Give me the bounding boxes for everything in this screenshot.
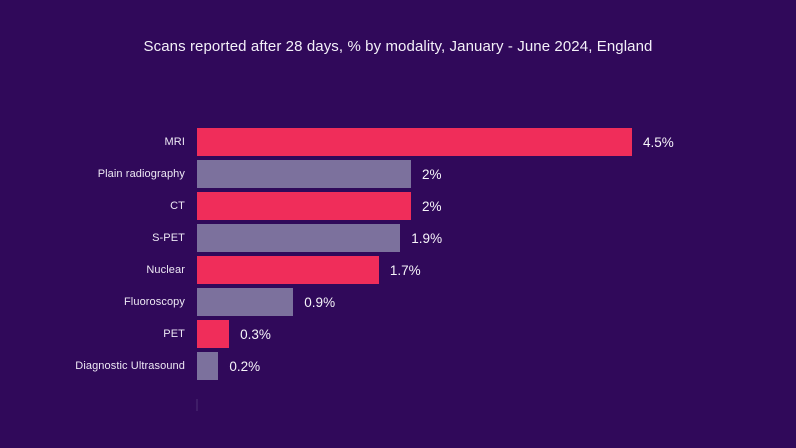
category-label: PET — [163, 328, 185, 340]
bar-track: 1.7% — [197, 256, 796, 284]
bar-track: 0.9% — [197, 288, 796, 316]
value-label: 1.9% — [411, 230, 443, 246]
category-label: MRI — [164, 136, 185, 148]
bar — [197, 288, 294, 316]
category-label: CT — [170, 200, 185, 212]
value-label: 0.2% — [229, 358, 261, 374]
chart-title: Scans reported after 28 days, % by modal… — [143, 38, 653, 55]
value-label: 4.5% — [643, 134, 674, 150]
category-label: S-PET — [152, 232, 185, 244]
bar — [197, 320, 230, 348]
chart-row: CT 2% — [0, 192, 796, 220]
chart-row: S-PET 1.9% — [0, 224, 796, 252]
value-label: 0.3% — [240, 326, 271, 342]
bar-track: 2% — [197, 160, 796, 188]
chart-row: Plain radiography 2% — [0, 160, 796, 188]
bar-track: 2% — [197, 192, 796, 220]
chart-row: Nuclear 1.7% — [0, 256, 796, 284]
value-label: 1.7% — [389, 262, 421, 278]
bar-track: 0.2% — [197, 352, 796, 380]
bar — [197, 128, 632, 156]
x-axis-zero-tick — [196, 399, 198, 411]
bar-chart: MRI 4.5% Plain radiography 2% CT 2% S-PET 1.9% N… — [0, 128, 796, 380]
value-label: 2% — [422, 166, 442, 182]
chart-row: MRI 4.5% — [0, 128, 796, 156]
category-label: Fluoroscopy — [123, 296, 185, 308]
bar-track: 4.5% — [197, 128, 796, 156]
bar — [197, 256, 379, 284]
bar — [197, 192, 411, 220]
category-label: Diagnostic Ultrasound — [75, 360, 185, 372]
value-label: 0.9% — [304, 294, 336, 310]
chart-row: Fluoroscopy 0.9% — [0, 288, 796, 316]
category-label: Nuclear — [146, 264, 185, 276]
bar-track: 1.9% — [197, 224, 796, 252]
bar — [197, 352, 219, 380]
bar — [197, 224, 401, 252]
bar — [197, 160, 411, 188]
chart-row: PET 0.3% — [0, 320, 796, 348]
value-label: 2% — [422, 198, 442, 214]
category-label: Plain radiography — [97, 168, 185, 180]
bar-track: 0.3% — [197, 320, 796, 348]
chart-row: Diagnostic Ultrasound 0.2% — [0, 352, 796, 380]
